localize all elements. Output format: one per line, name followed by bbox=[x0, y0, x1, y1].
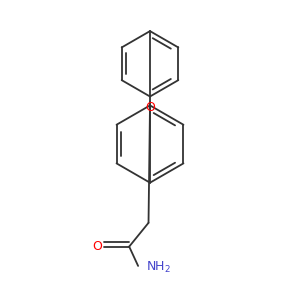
Text: O: O bbox=[92, 240, 102, 253]
Text: NH$_2$: NH$_2$ bbox=[146, 260, 170, 275]
Text: O: O bbox=[145, 101, 155, 114]
